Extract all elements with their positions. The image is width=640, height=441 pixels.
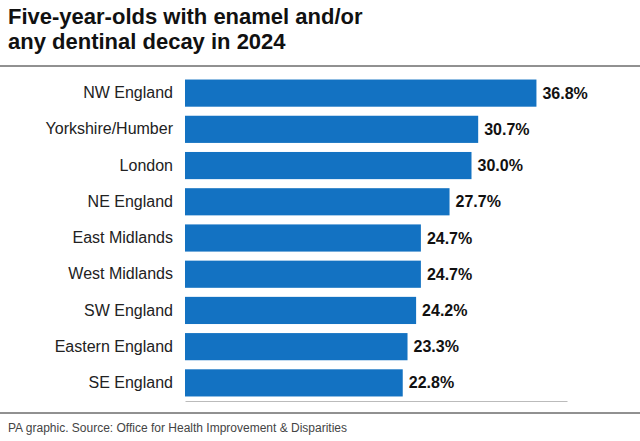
category-label: Yorkshire/Humber <box>46 120 174 137</box>
value-axis <box>186 401 568 402</box>
category-label: East Midlands <box>73 229 174 246</box>
category-label: West Midlands <box>68 265 173 282</box>
category-label: London <box>120 157 173 174</box>
bar <box>185 261 421 288</box>
data-label: 30.7% <box>484 121 529 138</box>
tick: NE England <box>88 193 173 210</box>
category-axis: NW England Yorkshire/Humber London NE Engla… <box>46 84 174 391</box>
bar <box>185 297 416 324</box>
data-label: 36.8% <box>542 85 587 102</box>
data-label: 24.7% <box>427 266 472 283</box>
category-label: SE England <box>88 374 173 391</box>
data-label: 24.2% <box>422 302 467 319</box>
title-rule <box>0 66 640 67</box>
data-label: 30.0% <box>478 157 523 174</box>
bar <box>185 369 403 396</box>
chart: Five-year-olds with enamel and/orany den… <box>0 0 640 441</box>
tick: Eastern England <box>55 338 173 355</box>
data-label: 22.8% <box>409 374 454 391</box>
tick: East Midlands <box>73 229 174 246</box>
category-label: Eastern England <box>55 338 173 355</box>
data-label: 24.7% <box>427 230 472 247</box>
tick: Yorkshire/Humber <box>46 120 174 137</box>
data-label: 27.7% <box>456 193 501 210</box>
data-label: 23.3% <box>414 338 459 355</box>
tick: SW England <box>84 302 173 319</box>
bar <box>185 188 450 215</box>
axis-line <box>186 401 568 402</box>
data-labels: 36.8% 30.7% 30.0% 27.7% 24.7% 24.7% 24.2% 23.3%… <box>409 85 588 392</box>
bar <box>185 116 478 143</box>
bar <box>185 224 421 251</box>
tick: NW England <box>83 84 173 101</box>
category-label: NE England <box>88 193 173 210</box>
tick: SE England <box>88 374 173 391</box>
source-rule <box>0 413 640 414</box>
title: Five-year-olds with enamel and/orany den… <box>8 4 363 54</box>
bar <box>185 80 536 107</box>
category-label: SW England <box>84 302 173 319</box>
bar <box>185 333 408 360</box>
bars <box>185 80 536 397</box>
tick: West Midlands <box>68 265 173 282</box>
bar <box>185 152 472 179</box>
tick: London <box>120 157 173 174</box>
category-label: NW England <box>83 84 173 101</box>
source: PA graphic. Source: Office for Health Im… <box>8 421 347 435</box>
